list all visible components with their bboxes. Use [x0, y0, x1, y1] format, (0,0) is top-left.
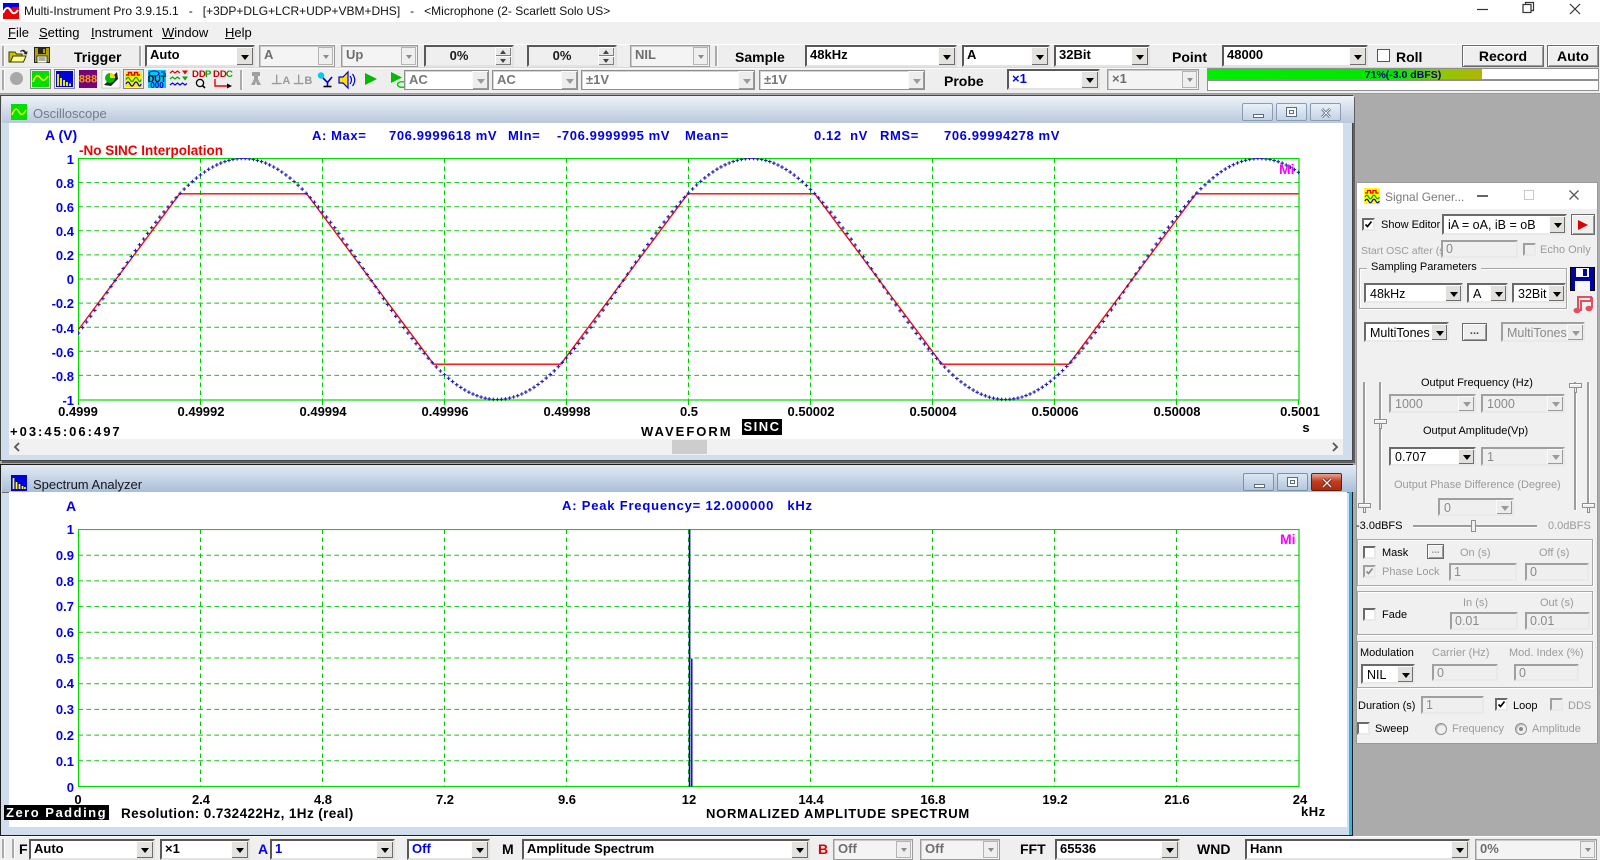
svg-text:DD: DD — [192, 69, 206, 80]
svg-text:000: 000 — [150, 81, 164, 89]
svg-text:DUT: DUT — [148, 74, 167, 84]
svg-text:C: C — [226, 69, 233, 80]
svg-text:P: P — [205, 69, 211, 80]
svg-text:888: 888 — [79, 74, 97, 86]
svg-text:DD: DD — [213, 69, 227, 80]
